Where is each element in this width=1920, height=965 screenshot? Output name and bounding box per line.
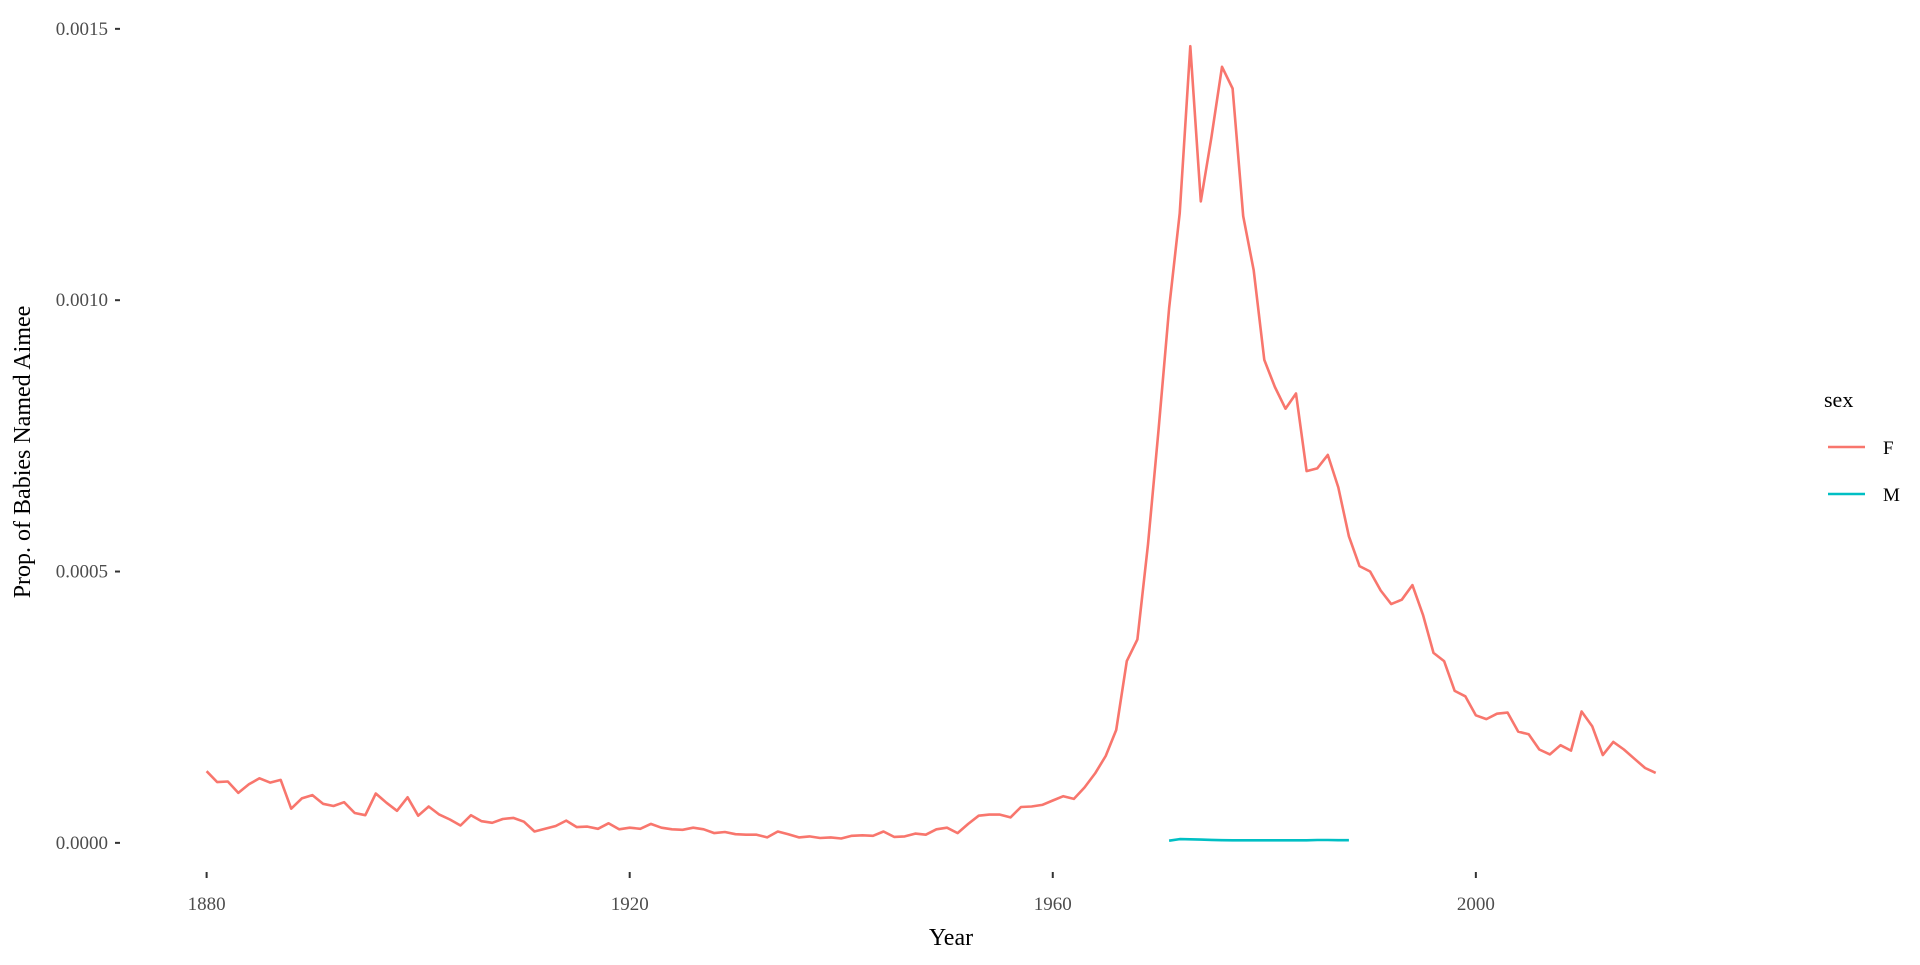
x-axis: 1880 1920 1960 2000	[188, 872, 1495, 915]
series-line-f	[205, 44, 1657, 840]
x-tick-label: 1880	[188, 894, 226, 915]
y-tick-label: 0.0005	[56, 562, 108, 583]
x-tick-label: 2000	[1457, 894, 1495, 915]
legend-title: sex	[1824, 387, 1853, 412]
legend-item-f: F	[1828, 438, 1894, 459]
legend-item-m: M	[1828, 485, 1900, 506]
y-tick-label: 0.0000	[56, 833, 108, 854]
series-line-m	[1168, 837, 1349, 842]
legend-label-f: F	[1883, 438, 1894, 459]
x-tick-label: 1960	[1034, 894, 1072, 915]
legend-label-m: M	[1883, 485, 1900, 506]
plot-lines	[205, 44, 1657, 842]
y-axis: 0.0000 0.0005 0.0010 0.0015	[56, 19, 120, 854]
x-axis-title: Year	[929, 925, 973, 951]
y-tick-label: 0.0010	[56, 290, 108, 311]
x-tick-label: 1920	[611, 894, 649, 915]
legend-items: FM	[1828, 438, 1900, 506]
y-axis-title: Prop. of Babies Named Aimee	[10, 306, 36, 599]
legend: sex FM	[1824, 387, 1900, 506]
y-tick-label: 0.0015	[56, 19, 108, 40]
